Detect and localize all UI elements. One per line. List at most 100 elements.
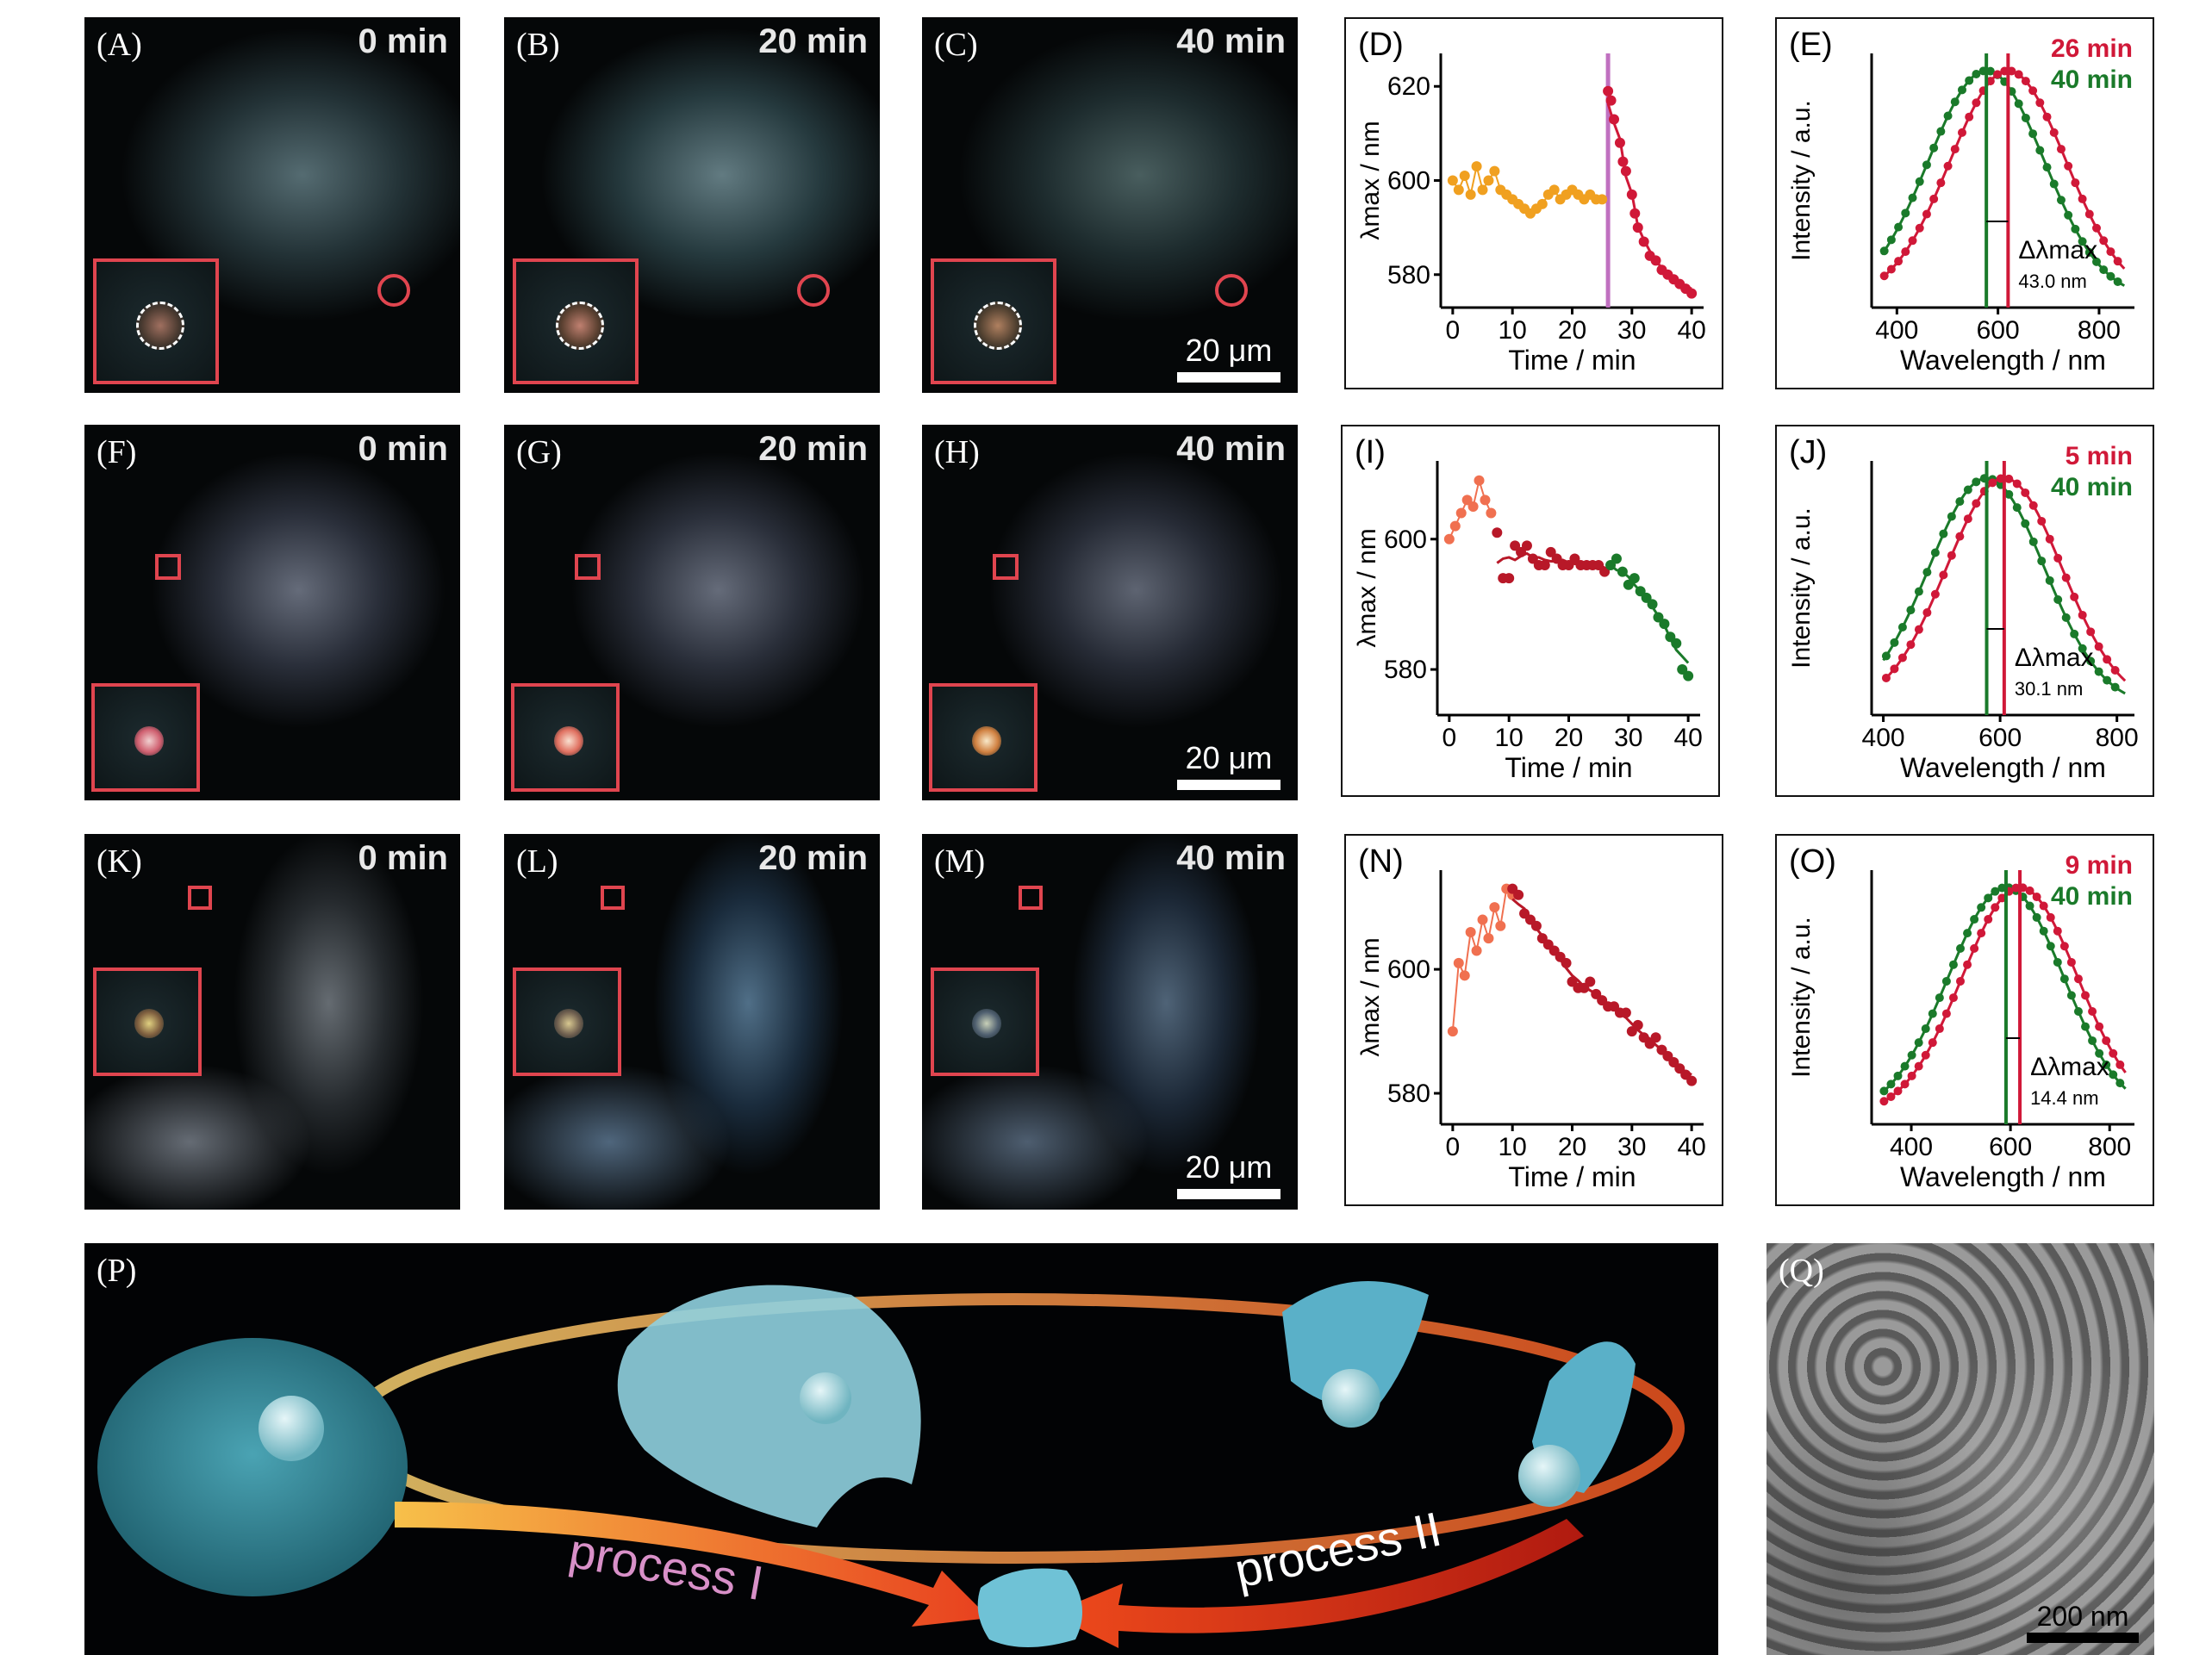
inset-zoom: [513, 258, 639, 384]
data-point: [1921, 1024, 1930, 1034]
data-point: [1677, 664, 1688, 675]
data-point: [2053, 957, 2062, 967]
bead: [1518, 1445, 1580, 1507]
data-point: [1683, 670, 1694, 681]
data-point: [1659, 619, 1670, 630]
data-point: [1956, 976, 1966, 986]
x-tick-label: 20: [1558, 316, 1586, 345]
delta-lambda-label: Δλmax: [2030, 1053, 2109, 1081]
panel-label: (K): [97, 843, 142, 880]
x-tick-label: 20: [1555, 724, 1583, 752]
data-point: [2059, 942, 2069, 951]
x-tick-label: 400: [1875, 316, 1918, 345]
data-point: [1930, 589, 1940, 599]
x-axis-label: Time / min: [1508, 1161, 1636, 1192]
data-point: [2092, 223, 2102, 233]
data-point: [2084, 247, 2094, 257]
roi-box: [155, 554, 181, 580]
scale-bar-line: [1177, 780, 1280, 790]
bead: [800, 1372, 851, 1424]
chart-panel-o: (O) 400 600 800 Wavelength / nm Intensity / a…: [1775, 834, 2154, 1206]
panel-label: (P): [97, 1253, 137, 1289]
data-point: [1939, 529, 1948, 538]
data-point: [1901, 208, 1910, 218]
scale-bar: 20 μm: [1177, 333, 1280, 383]
data-point: [2028, 537, 2038, 546]
x-tick-label: 800: [2078, 316, 2121, 345]
time-label: 20 min: [758, 22, 868, 60]
inset-zoom: [931, 258, 1056, 384]
data-point: [1480, 495, 1491, 506]
data-point: [2099, 265, 2109, 275]
scale-bar: 20 μm: [1177, 1149, 1280, 1199]
data-point: [1943, 161, 1953, 171]
data-point: [2046, 942, 2055, 951]
data-point: [1453, 184, 1464, 196]
data-point: [1948, 993, 1958, 1003]
data-point: [2066, 991, 2076, 1000]
data-point: [2061, 573, 2071, 582]
data-point: [2059, 974, 2069, 984]
data-point: [1527, 553, 1538, 564]
y-axis-label: λmax / nm: [1353, 528, 1381, 647]
x-tick-label: 600: [1989, 1133, 2032, 1161]
data-point: [2064, 210, 2073, 220]
data-point: [2113, 257, 2122, 266]
data-point: [1900, 1079, 1910, 1089]
shift-value: 14.4 nm: [2030, 1087, 2099, 1109]
data-point: [2049, 128, 2059, 137]
roi-box: [188, 886, 212, 910]
data-point: [2110, 682, 2120, 692]
data-point: [1914, 587, 1923, 596]
data-point: [1972, 70, 1981, 79]
micrograph-m: (M) 40 min 20 μm: [922, 834, 1298, 1210]
data-point: [1471, 161, 1482, 172]
data-point: [1449, 520, 1461, 532]
panel-label: (D): [1358, 27, 1404, 63]
data-point: [1901, 247, 1910, 257]
data-point: [2110, 665, 2120, 675]
data-point: [1483, 933, 1494, 944]
data-point: [1939, 570, 1948, 580]
process-2-arrow: [1050, 1519, 1584, 1648]
particle: [972, 726, 1001, 756]
data-point: [1948, 960, 1958, 969]
data-point: [2004, 489, 2014, 499]
data-point: [2045, 534, 2054, 544]
scale-bar: 200 nm: [2027, 1601, 2139, 1643]
micrograph-c: (C) 40 min 20 μm: [922, 17, 1298, 393]
y-tick-label: 600: [1387, 955, 1430, 984]
sem-panel-q: (Q) 200 nm: [1766, 1243, 2154, 1655]
data-point: [1922, 608, 1932, 618]
data-point: [1900, 1061, 1910, 1071]
inset-zoom: [929, 683, 1037, 792]
data-point: [1955, 532, 1965, 541]
data-point: [1632, 222, 1643, 233]
data-point: [1879, 1097, 1889, 1106]
x-tick-label: 20: [1558, 1133, 1586, 1161]
data-point: [1922, 160, 1931, 170]
x-tick-label: 600: [1978, 724, 2022, 752]
data-point: [1443, 533, 1455, 544]
data-point: [1928, 1009, 1937, 1018]
chart-panel-i: (I) 0 10 20 30 40 Time / min λmax / nm 580 600: [1341, 425, 1720, 797]
data-point: [1908, 193, 1917, 202]
data-point: [1686, 288, 1698, 299]
chart-panel-d: (D) 0 10 20 30 40 Time / min λmax / nm 580 600 620: [1344, 17, 1723, 389]
x-tick-label: 800: [2096, 724, 2139, 752]
data-point: [1936, 178, 1946, 188]
bead: [259, 1396, 324, 1461]
data-point: [1915, 177, 1924, 186]
inset-zoom: [513, 967, 621, 1076]
data-point: [1947, 512, 1956, 521]
data-point: [1539, 560, 1550, 571]
data-point: [1897, 653, 1907, 663]
panel-label: (Q): [1779, 1253, 1824, 1289]
particle: [554, 1009, 583, 1038]
y-tick-label: 580: [1384, 656, 1427, 684]
schematic-diagram: process I process II: [97, 1281, 1685, 1648]
data-point: [1890, 638, 1899, 647]
roi-box: [575, 554, 601, 580]
